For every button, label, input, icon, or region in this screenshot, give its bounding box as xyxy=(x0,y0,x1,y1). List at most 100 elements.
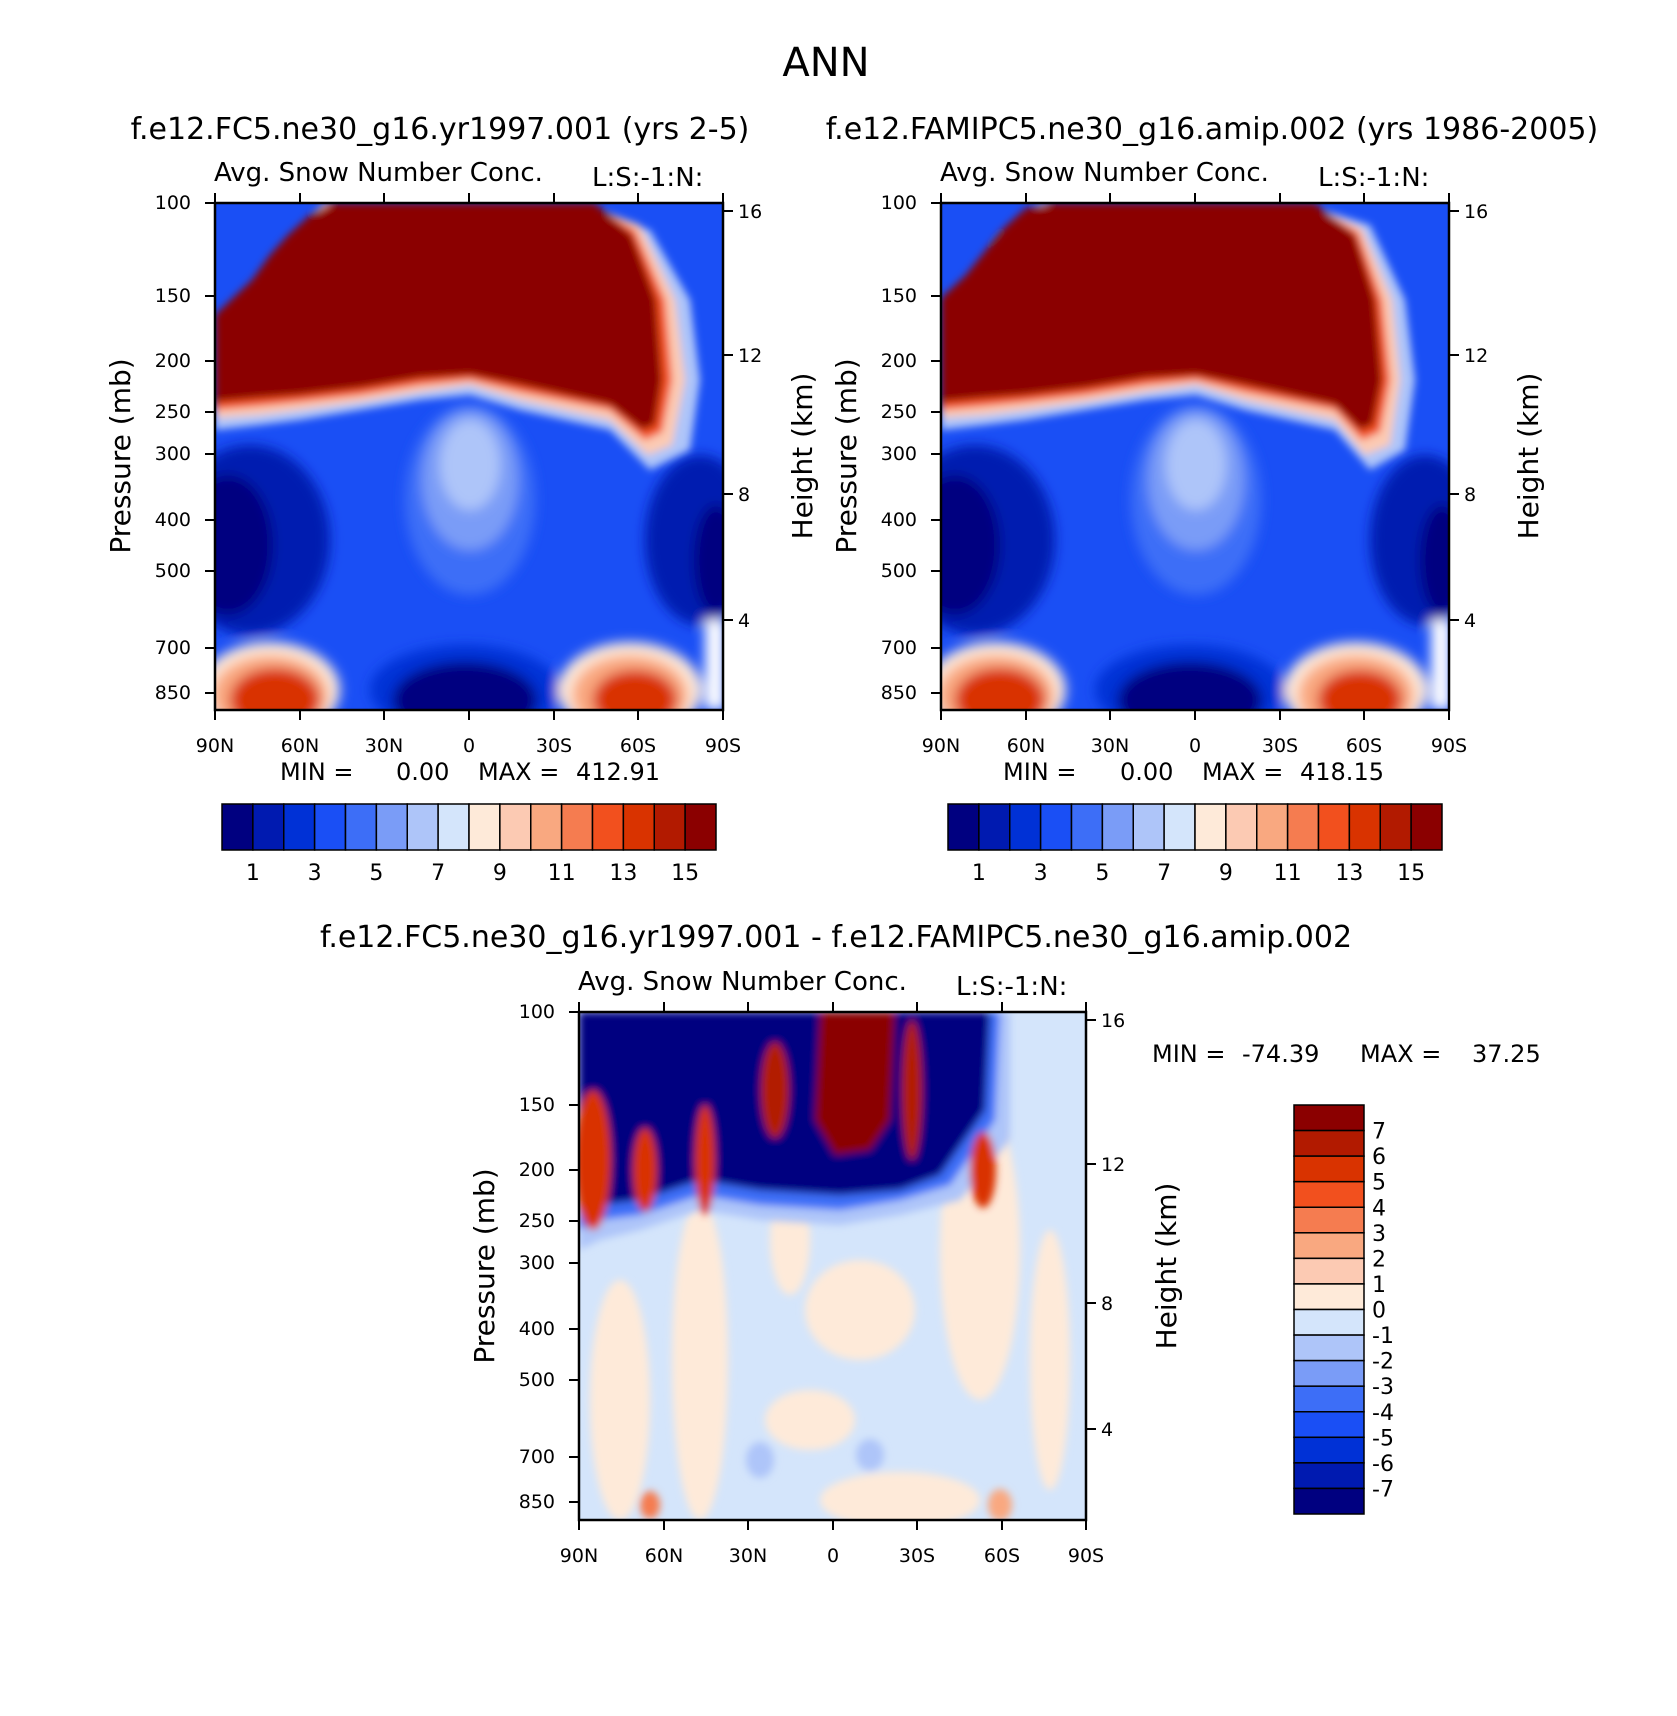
colorbar-label: 7 xyxy=(431,861,445,886)
colorbar-swatch xyxy=(1132,803,1165,851)
panel-2-ytick-200: 200 xyxy=(881,350,917,372)
panel-2-max-value: 418.15 xyxy=(1300,758,1384,786)
panel-1-colorbar: 1 3 5 7 9 11 13 15 xyxy=(221,803,717,886)
colorbar-label: 5 xyxy=(1095,861,1109,886)
colorbar-swatch xyxy=(1410,803,1443,851)
panel-1-minmax: MIN = 0.00 MAX = 412.91 xyxy=(280,758,660,786)
colorbar-swatch xyxy=(653,803,686,851)
panel-2-min-label: MIN = xyxy=(1003,758,1076,786)
colorbar-swatch xyxy=(1039,803,1073,851)
panel-3-xtick-90n: 90N xyxy=(560,1545,598,1567)
panel-1-max-value: 412.91 xyxy=(576,758,660,786)
panel-3-ytick-100: 100 xyxy=(519,1001,555,1023)
panel-1-rtick-16: 16 xyxy=(738,201,762,223)
panel-3-max-value: 37.25 xyxy=(1472,1040,1541,1068)
panel-1-xtick-0: 0 xyxy=(463,735,475,757)
panel-3-xtick-90s: 90S xyxy=(1068,1545,1104,1567)
colorbar-swatch xyxy=(1293,1436,1365,1464)
colorbar-label: -2 xyxy=(1372,1350,1394,1375)
colorbar-swatch xyxy=(684,803,717,851)
panel-2-ytick-100: 100 xyxy=(881,192,917,214)
colorbar-label: 15 xyxy=(671,861,699,886)
panel-2-rtick-4: 4 xyxy=(1464,610,1476,632)
colorbar-label: 2 xyxy=(1372,1247,1386,1272)
panel-2-y-ticks: 100 150 200 250 300 400 500 700 850 xyxy=(881,192,917,704)
colorbar-label: 1 xyxy=(972,861,986,886)
colorbar-swatch xyxy=(252,803,285,851)
panel-2-xtick-90n: 90N xyxy=(922,735,960,757)
panel-3-x-ticks: 90N 60N 30N 0 30S 60S 90S xyxy=(560,1545,1104,1567)
colorbar-label: 11 xyxy=(548,861,576,886)
panel-2-ytick-700: 700 xyxy=(881,637,917,659)
colorbar-swatch xyxy=(1163,803,1196,851)
colorbar-label: 7 xyxy=(1372,1120,1386,1145)
panel-2: f.e12.FAMIPC5.ne30_g16.amip.002 (yrs 198… xyxy=(826,112,1598,886)
colorbar-label: -3 xyxy=(1372,1375,1394,1400)
colorbar-label: 5 xyxy=(369,861,383,886)
panel-3-rtick-12: 12 xyxy=(1101,1154,1125,1176)
panel-1-corner-label: L:S:-1:N: xyxy=(592,163,703,193)
panel-3-xtick-30s: 30S xyxy=(899,1545,935,1567)
panel-2-rtick-16: 16 xyxy=(1464,201,1488,223)
colorbar-label: -1 xyxy=(1372,1324,1394,1349)
panel-1-y-ticks: 100 150 200 250 300 400 500 700 850 xyxy=(155,192,191,704)
colorbar-swatch xyxy=(1101,803,1134,851)
panel-3-xtick-60n: 60N xyxy=(645,1545,683,1567)
colorbar-label: 6 xyxy=(1372,1145,1386,1170)
panel-2-ylabel-right: Height (km) xyxy=(1512,373,1545,540)
colorbar-swatch xyxy=(499,803,532,851)
panel-3-ytick-150: 150 xyxy=(519,1094,555,1116)
panel-1-ytick-850: 850 xyxy=(155,682,191,704)
colorbar-swatch xyxy=(560,803,594,851)
panel-3-field xyxy=(579,1012,1086,1520)
panel-2-rtick-12: 12 xyxy=(1464,345,1488,367)
panel-2-ylabel: Pressure (mb) xyxy=(830,358,863,553)
panel-3-xtick-60s: 60S xyxy=(984,1545,1020,1567)
panel-1-ytick-100: 100 xyxy=(155,192,191,214)
panel-3-y-ticks-right: 16 12 8 4 xyxy=(1101,1010,1125,1441)
panel-3-ytick-400: 400 xyxy=(519,1318,555,1340)
panel-2-xtick-90s: 90S xyxy=(1431,735,1467,757)
panel-1: f.e12.FC5.ne30_g16.yr1997.001 (yrs 2-5) … xyxy=(104,112,819,886)
panel-3-min-label: MIN = xyxy=(1152,1040,1225,1068)
colorbar-swatch xyxy=(622,803,655,851)
colorbar-swatch xyxy=(1293,1155,1365,1183)
panel-2-ytick-500: 500 xyxy=(881,560,917,582)
colorbar-swatch xyxy=(1293,1359,1365,1387)
panel-1-xtick-30n: 30N xyxy=(365,735,403,757)
colorbar-swatch xyxy=(1070,803,1104,851)
panel-3-ytick-700: 700 xyxy=(519,1446,555,1468)
panel-1-xtick-90n: 90N xyxy=(196,735,234,757)
panel-2-rtick-8: 8 xyxy=(1464,484,1476,506)
colorbar-swatch xyxy=(375,803,408,851)
colorbar-swatch xyxy=(1348,803,1381,851)
panel-1-ytick-150: 150 xyxy=(155,285,191,307)
colorbar-swatch xyxy=(313,803,347,851)
panel-2-colorbar: 1 3 5 7 9 11 13 15 xyxy=(947,803,1443,886)
panel-2-ytick-850: 850 xyxy=(881,682,917,704)
panel-3-ylabel-right: Height (km) xyxy=(1150,1183,1183,1350)
panel-3-ylabel: Pressure (mb) xyxy=(468,1168,501,1363)
figure-title: ANN xyxy=(782,40,869,86)
colorbar-swatch xyxy=(1194,803,1227,851)
colorbar-swatch xyxy=(1293,1385,1365,1413)
colorbar-label: 5 xyxy=(1372,1171,1386,1196)
panel-3-rtick-8: 8 xyxy=(1101,1293,1113,1315)
colorbar-label: 13 xyxy=(609,861,637,886)
panel-3-max-label: MAX = xyxy=(1360,1040,1441,1068)
colorbar-swatch xyxy=(1293,1411,1365,1439)
panel-1-min-value: 0.00 xyxy=(396,758,449,786)
colorbar-swatch xyxy=(468,803,501,851)
panel-1-x-ticks: 90N 60N 30N 0 30S 60S 90S xyxy=(196,735,741,757)
colorbar-label: 3 xyxy=(1372,1222,1386,1247)
colorbar-swatch xyxy=(1293,1206,1365,1234)
panel-1-ytick-300: 300 xyxy=(155,443,191,465)
colorbar-swatch xyxy=(344,803,378,851)
colorbar-label: 11 xyxy=(1274,861,1302,886)
colorbar-swatch xyxy=(1225,803,1258,851)
panel-3-ytick-250: 250 xyxy=(519,1210,555,1232)
colorbar-swatch xyxy=(437,803,470,851)
panel-2-xtick-30n: 30N xyxy=(1091,735,1129,757)
colorbar-swatch xyxy=(1293,1129,1365,1157)
panel-2-max-label: MAX = xyxy=(1202,758,1283,786)
